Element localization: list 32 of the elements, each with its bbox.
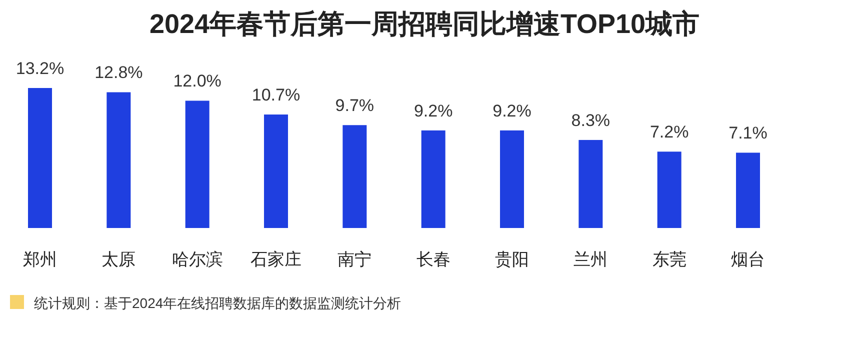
x-tick-label: 太原 <box>102 250 136 269</box>
data-label: 12.0% <box>173 72 222 91</box>
text: 统计规则：基于2024年在线招聘数据库的数据监测统计分析 <box>34 295 402 311</box>
bar <box>578 140 603 228</box>
x-tick-label: 兰州 <box>574 250 608 269</box>
data-label: 9.2% <box>414 101 453 120</box>
bar <box>264 114 288 228</box>
x-tick-label: 东莞 <box>652 250 686 269</box>
data-label: 9.7% <box>335 96 374 116</box>
data-label: 9.2% <box>492 101 532 120</box>
bar <box>421 130 446 228</box>
data-label: 7.1% <box>728 124 768 143</box>
bar <box>500 130 524 228</box>
x-tick-label: 长春 <box>416 250 450 269</box>
data-label: 13.2% <box>16 59 64 78</box>
bar <box>106 92 131 228</box>
bar <box>342 125 367 228</box>
data-label: 10.7% <box>252 86 300 105</box>
data-label: 12.8% <box>94 63 143 82</box>
chart-title: 2024年春节后第一周招聘同比增速TOP10城市 <box>149 9 700 39</box>
x-tick-label: 烟台 <box>731 250 765 269</box>
x-tick-label: 南宁 <box>338 250 372 269</box>
bar <box>185 100 210 228</box>
bar <box>657 152 682 228</box>
x-tick-label: 哈尔滨 <box>172 250 223 269</box>
x-tick-label: 贵阳 <box>495 250 529 269</box>
bar <box>28 88 52 228</box>
x-tick-label: 郑州 <box>23 250 57 269</box>
bar <box>736 152 760 228</box>
data-label: 7.2% <box>650 122 689 142</box>
x-tick-label: 石家庄 <box>250 250 302 269</box>
data-label: 8.3% <box>571 110 610 130</box>
